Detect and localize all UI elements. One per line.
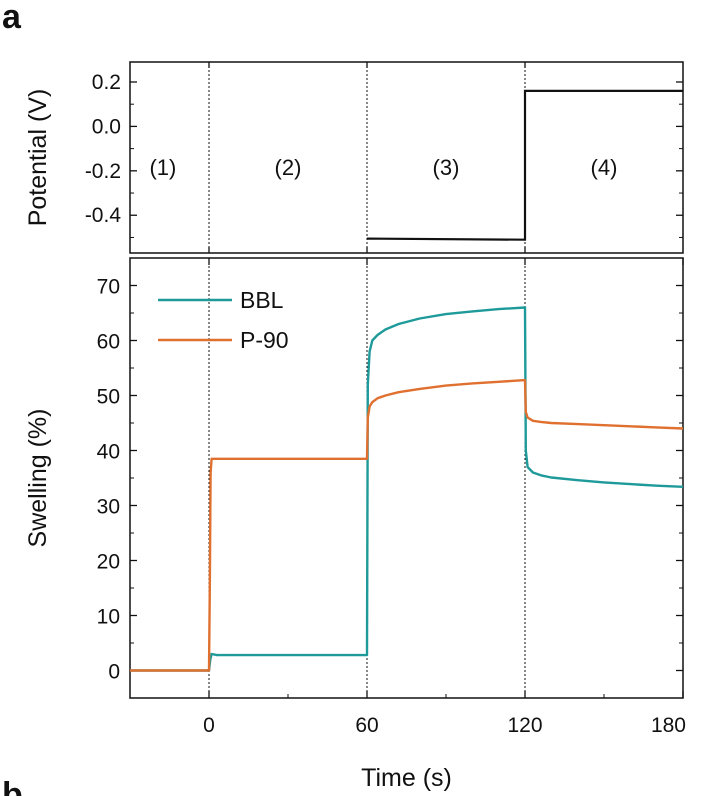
potential-plot: 0.2 0.0 -0.2 -0.4 (1) (2) (3) (4) Potential (V… xyxy=(24,61,684,254)
swelling-plot: 0 10 20 30 40 50 60 70 0 60 120 180 BBL P-90 Swelli… xyxy=(24,257,686,792)
time-x-ticks: 0 60 120 180 xyxy=(129,258,686,737)
potential-series xyxy=(366,89,683,241)
y-tick-label: 50 xyxy=(97,386,120,409)
y-tick-label: 60 xyxy=(97,331,120,354)
region-label: (1) xyxy=(149,155,176,180)
swelling-series xyxy=(130,306,684,672)
region-dividers xyxy=(208,62,526,253)
legend-label: BBL xyxy=(240,287,284,313)
series-line-bbl xyxy=(130,306,684,672)
y-tick-label: 20 xyxy=(97,551,120,574)
region-label: (3) xyxy=(433,155,460,180)
y-tick-label: 0 xyxy=(108,661,120,684)
region-labels: (1) (2) (3) (4) xyxy=(149,155,617,180)
time-x-axis-label: Time (s) xyxy=(361,764,452,792)
x-tick-label: 0 xyxy=(203,714,215,737)
x-tick-label: 60 xyxy=(355,714,378,737)
y-tick-label: 40 xyxy=(97,441,120,464)
swelling-y-ticks: 0 10 20 30 40 50 60 70 xyxy=(97,276,683,684)
y-tick-label: 10 xyxy=(97,606,120,629)
y-tick-label: 0.2 xyxy=(92,71,121,94)
series-line-p-90 xyxy=(130,378,684,672)
x-tick-label: 120 xyxy=(507,714,542,737)
y-tick-label: -0.2 xyxy=(85,160,121,183)
swelling-y-axis-label: Swelling (%) xyxy=(24,409,52,548)
panel-label-a: a xyxy=(2,0,22,36)
y-tick-label: 30 xyxy=(97,496,120,519)
legend-label: P-90 xyxy=(240,327,289,353)
y-tick-label: 0.0 xyxy=(92,115,121,138)
potential-line xyxy=(366,89,683,241)
y-tick-label: -0.4 xyxy=(85,204,122,227)
panel-label-b: b xyxy=(2,776,23,796)
potential-y-axis-label: Potential (V) xyxy=(24,89,52,227)
legend: BBL P-90 xyxy=(158,287,289,353)
potential-y-ticks: 0.2 0.0 -0.2 -0.4 xyxy=(85,62,683,253)
region-label: (4) xyxy=(591,155,618,180)
region-label: (2) xyxy=(275,155,302,180)
y-tick-label: 70 xyxy=(97,276,120,299)
swelling-plot-frame xyxy=(129,257,684,699)
potential-plot-frame xyxy=(129,61,684,254)
x-tick-label: 180 xyxy=(651,714,686,737)
